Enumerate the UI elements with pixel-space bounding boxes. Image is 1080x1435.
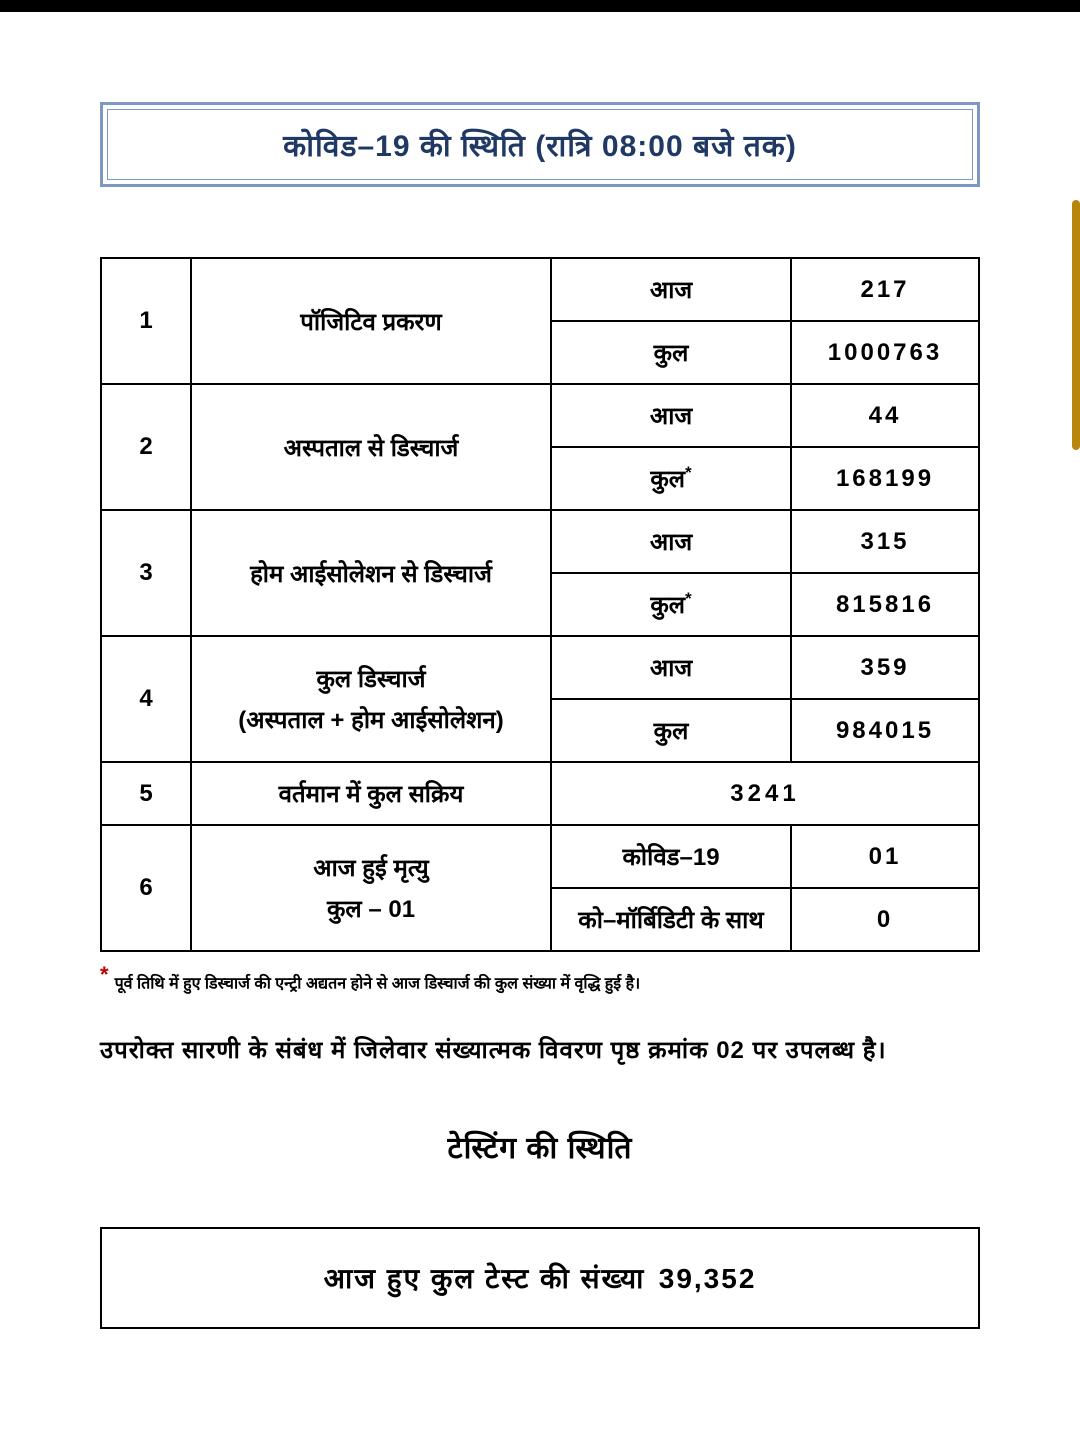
row-category: आज हुई मृत्यु कुल – 01	[191, 825, 551, 951]
footnote-text: पूर्व तिथि में हुए डिस्चार्ज की एन्ट्री …	[115, 975, 641, 992]
sub-label: को–मॉर्बिडिटी के साथ	[551, 888, 791, 951]
sub-label: आज	[551, 384, 791, 447]
sub-label: कुल*	[551, 573, 791, 636]
category-line1: आज हुई मृत्यु	[204, 851, 538, 884]
sub-value: 168199	[791, 447, 979, 510]
sub-label: कुल	[551, 699, 791, 762]
testing-subtitle: टेस्टिंग की स्थिति	[100, 1126, 980, 1227]
page: कोविड–19 की स्थिति (रात्रि 08:00 बजे तक)…	[0, 0, 1080, 1435]
testing-box-value: 39,352	[659, 1263, 757, 1294]
category-line2: (अस्पताल + होम आईसोलेशन)	[204, 703, 538, 736]
sub-label: कोविड–19	[551, 825, 791, 888]
sub-label: आज	[551, 636, 791, 699]
sub-value: 217	[791, 258, 979, 321]
category-line1: कुल डिस्चार्ज	[204, 662, 538, 695]
sub-value: 315	[791, 510, 979, 573]
sub-label: कुल	[551, 321, 791, 384]
status-table: 1 पॉजिटिव प्रकरण आज 217 कुल 1000763 2 अस…	[100, 257, 980, 952]
label-prefix: कुल	[650, 592, 685, 619]
scrollbar-thumb[interactable]	[1072, 200, 1080, 450]
sub-value: 1000763	[791, 321, 979, 384]
table-row: 4 कुल डिस्चार्ज (अस्पताल + होम आईसोलेशन)…	[101, 636, 979, 699]
page-title: कोविड–19 की स्थिति (रात्रि 08:00 बजे तक)	[283, 130, 797, 163]
row-category: वर्तमान में कुल सक्रिय	[191, 762, 551, 825]
table-row: 2 अस्पताल से डिस्चार्ज आज 44	[101, 384, 979, 447]
sub-value: 984015	[791, 699, 979, 762]
sub-value: 44	[791, 384, 979, 447]
sub-value: 359	[791, 636, 979, 699]
testing-box-label: आज हुए कुल टेस्ट की संख्या	[324, 1263, 646, 1294]
content-area: कोविड–19 की स्थिति (रात्रि 08:00 बजे तक)…	[0, 12, 1080, 1329]
table-row: 5 वर्तमान में कुल सक्रिय 3241	[101, 762, 979, 825]
category-line2: कुल – 01	[204, 892, 538, 925]
top-black-bar	[0, 0, 1080, 12]
sub-label: आज	[551, 258, 791, 321]
table-row: 6 आज हुई मृत्यु कुल – 01 कोविड–19 01	[101, 825, 979, 888]
label-prefix: कुल	[650, 466, 685, 493]
mid-note: उपरोक्त सारणी के संबंध में जिलेवार संख्य…	[100, 1033, 980, 1126]
title-inner-box: कोविड–19 की स्थिति (रात्रि 08:00 बजे तक)	[107, 109, 973, 180]
row-category: अस्पताल से डिस्चार्ज	[191, 384, 551, 510]
title-outer-box: कोविड–19 की स्थिति (रात्रि 08:00 बजे तक)	[100, 102, 980, 187]
row-index: 3	[101, 510, 191, 636]
row-index: 1	[101, 258, 191, 384]
footnote-star: *	[100, 962, 109, 987]
row-category: पॉजिटिव प्रकरण	[191, 258, 551, 384]
row-index: 5	[101, 762, 191, 825]
row-index: 2	[101, 384, 191, 510]
footnote: * पूर्व तिथि में हुए डिस्चार्ज की एन्ट्री…	[100, 958, 980, 1033]
label-sup: *	[685, 589, 692, 608]
sub-value: 0	[791, 888, 979, 951]
testing-box: आज हुए कुल टेस्ट की संख्या 39,352	[100, 1227, 980, 1329]
sub-label: आज	[551, 510, 791, 573]
sub-value: 815816	[791, 573, 979, 636]
row-category: होम आईसोलेशन से डिस्चार्ज	[191, 510, 551, 636]
merged-value: 3241	[551, 762, 979, 825]
table-row: 3 होम आईसोलेशन से डिस्चार्ज आज 315	[101, 510, 979, 573]
sub-value: 01	[791, 825, 979, 888]
sub-label: कुल*	[551, 447, 791, 510]
row-category: कुल डिस्चार्ज (अस्पताल + होम आईसोलेशन)	[191, 636, 551, 762]
row-index: 4	[101, 636, 191, 762]
row-index: 6	[101, 825, 191, 951]
table-row: 1 पॉजिटिव प्रकरण आज 217	[101, 258, 979, 321]
label-sup: *	[685, 463, 692, 482]
